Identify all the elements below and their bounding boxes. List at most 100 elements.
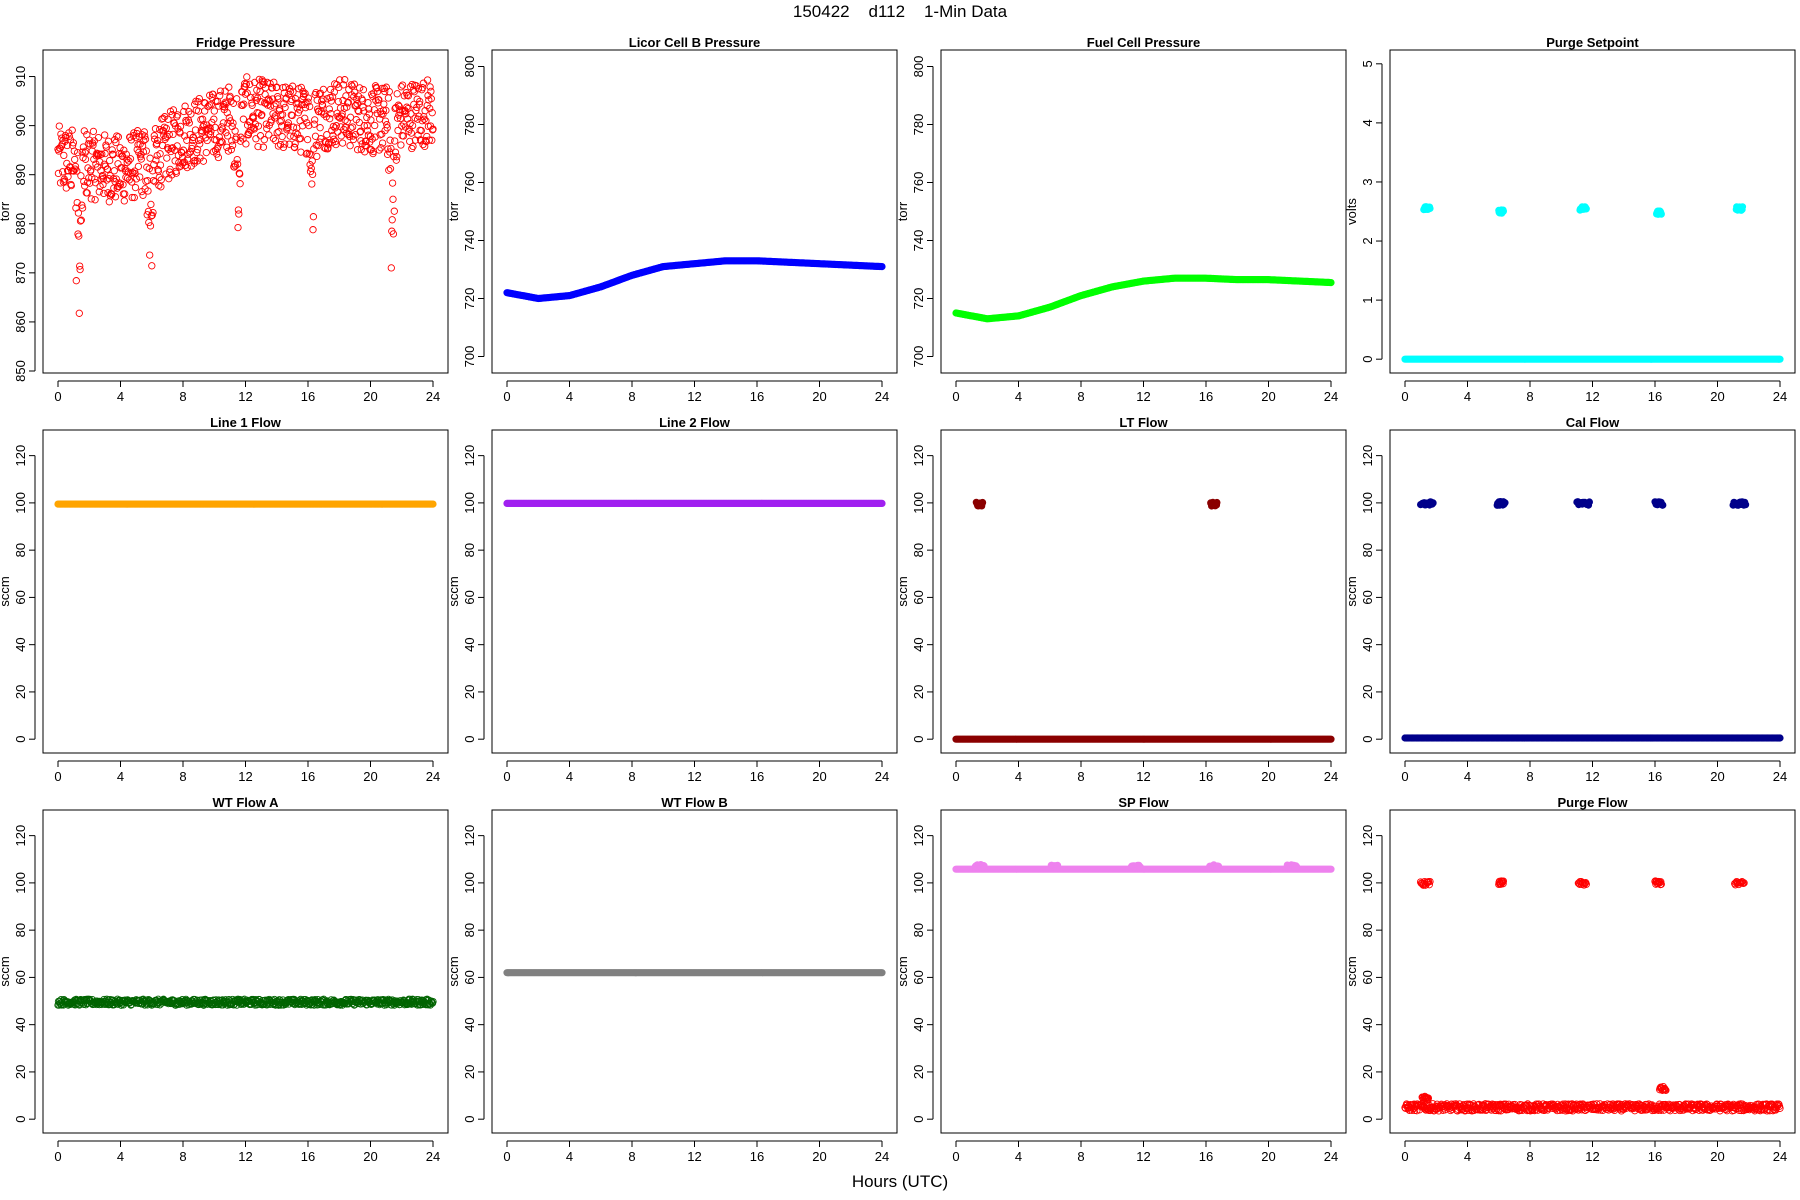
data-point bbox=[113, 132, 121, 140]
panel-title: Line 2 Flow bbox=[659, 415, 731, 430]
data-point bbox=[137, 155, 145, 163]
data-point bbox=[233, 155, 241, 164]
data-point bbox=[78, 201, 86, 209]
data-point bbox=[371, 121, 379, 130]
data-point bbox=[127, 136, 135, 144]
y-tick-label: 100 bbox=[462, 872, 477, 894]
data-point bbox=[235, 210, 243, 218]
data-point bbox=[306, 102, 314, 111]
x-tick-label: 16 bbox=[1199, 1149, 1213, 1164]
x-tick-label: 16 bbox=[1648, 1149, 1662, 1164]
y-axis-label: torr bbox=[446, 201, 461, 221]
data-point bbox=[288, 111, 296, 120]
data-point bbox=[213, 150, 221, 158]
y-axis-label: sccm bbox=[1344, 576, 1359, 606]
data-point bbox=[427, 87, 435, 96]
data-point bbox=[178, 153, 187, 162]
data-point bbox=[319, 85, 328, 94]
data-point bbox=[186, 149, 194, 157]
y-tick-label: 20 bbox=[462, 685, 477, 699]
data-point bbox=[81, 155, 90, 163]
data-point bbox=[70, 167, 78, 175]
data-point bbox=[278, 110, 287, 119]
data-point bbox=[978, 498, 987, 507]
data-point bbox=[429, 997, 437, 1006]
data-point bbox=[142, 147, 150, 155]
data-point bbox=[343, 118, 351, 126]
data-point bbox=[140, 128, 148, 136]
data-point bbox=[414, 85, 423, 93]
x-tick-label: 24 bbox=[1773, 389, 1787, 404]
data-point bbox=[58, 168, 67, 176]
data-point bbox=[311, 116, 319, 124]
data-point bbox=[236, 170, 244, 178]
y-tick-label: 80 bbox=[911, 923, 926, 937]
data-point bbox=[342, 92, 350, 100]
y-tick-label: 120 bbox=[1360, 445, 1375, 467]
x-tick-label: 8 bbox=[1526, 769, 1533, 784]
data-point bbox=[156, 150, 164, 158]
data-point bbox=[408, 144, 416, 153]
data-point bbox=[165, 130, 173, 139]
data-point bbox=[356, 84, 364, 92]
x-tick-label: 8 bbox=[1077, 389, 1084, 404]
data-point bbox=[157, 183, 165, 191]
data-point bbox=[289, 88, 297, 96]
data-point bbox=[390, 207, 398, 215]
data-point bbox=[421, 142, 429, 151]
data-point bbox=[355, 118, 363, 127]
y-tick-label: 60 bbox=[1360, 970, 1375, 984]
y-tick-label: 910 bbox=[13, 66, 28, 88]
data-point bbox=[418, 84, 427, 92]
data-point bbox=[119, 181, 127, 189]
data-point bbox=[242, 80, 250, 88]
data-point bbox=[325, 105, 333, 113]
data-point bbox=[128, 193, 136, 202]
data-point bbox=[183, 163, 191, 172]
data-point bbox=[291, 140, 299, 148]
data-point bbox=[333, 128, 342, 136]
data-point bbox=[386, 136, 394, 144]
data-point bbox=[300, 90, 308, 98]
y-tick-label: 60 bbox=[13, 970, 28, 984]
data-point bbox=[130, 193, 138, 202]
x-tick-label: 0 bbox=[1401, 1149, 1408, 1164]
y-tick-label: 80 bbox=[462, 923, 477, 937]
x-tick-label: 8 bbox=[179, 769, 186, 784]
data-point bbox=[209, 90, 217, 98]
data-point bbox=[274, 142, 283, 150]
data-point bbox=[145, 218, 153, 227]
data-point bbox=[99, 175, 108, 183]
y-tick-label: 100 bbox=[462, 492, 477, 514]
data-point bbox=[163, 154, 171, 162]
plot-frame bbox=[491, 809, 898, 1134]
plot-frame bbox=[1389, 49, 1796, 374]
data-point bbox=[1582, 205, 1590, 213]
y-tick-label: 20 bbox=[13, 1065, 28, 1079]
data-point bbox=[291, 143, 299, 152]
y-tick-label: 100 bbox=[1360, 872, 1375, 894]
x-tick-label: 4 bbox=[1464, 769, 1471, 784]
data-point bbox=[420, 115, 428, 123]
x-tick-label: 24 bbox=[1324, 389, 1338, 404]
data-point bbox=[78, 204, 87, 212]
data-point bbox=[199, 157, 208, 165]
data-point bbox=[356, 127, 365, 135]
data-point bbox=[1776, 355, 1784, 363]
data-points bbox=[952, 860, 1335, 873]
panel-title: Purge Setpoint bbox=[1546, 35, 1639, 50]
data-points bbox=[54, 995, 437, 1009]
data-point bbox=[336, 114, 344, 122]
y-tick-label: 40 bbox=[1360, 637, 1375, 651]
page-title: 150422 d112 1-Min Data bbox=[792, 2, 1008, 21]
x-tick-label: 24 bbox=[426, 1149, 440, 1164]
data-point bbox=[131, 183, 140, 192]
y-tick-label: 120 bbox=[911, 825, 926, 847]
data-point bbox=[1327, 735, 1335, 743]
data-point bbox=[326, 115, 334, 123]
